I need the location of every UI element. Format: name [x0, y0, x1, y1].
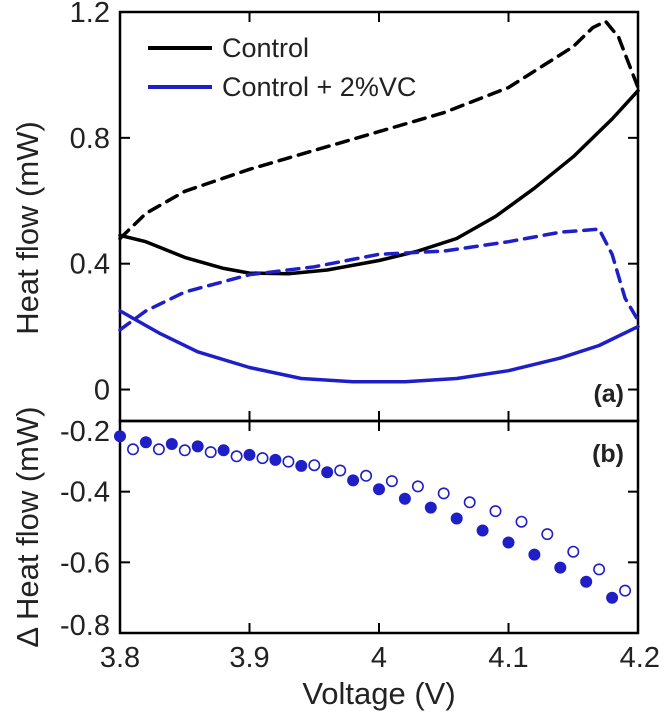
series-control-vc-solid-line [118, 309, 640, 384]
legend-label-control-vc: Control + 2%VC [222, 72, 416, 102]
x-tick-label: 3.9 [229, 642, 269, 674]
y-axis-title-a: Heat flow (mW) [10, 121, 45, 335]
scatter-point-filled [191, 440, 204, 453]
y-tick-label: -0.6 [60, 547, 110, 579]
scatter-point-open [515, 515, 528, 528]
scatter-point-open [385, 475, 398, 488]
scatter-point-open [308, 459, 321, 472]
scatter-point-filled [243, 448, 256, 461]
scatter-point-open [437, 487, 450, 500]
scatter-point-open [489, 505, 502, 518]
scatter-point-filled [114, 430, 127, 443]
series-control-dashed-line [118, 19, 640, 241]
y-tick-label: -0.4 [60, 477, 110, 509]
panel-a-y-ticks: 1.2 0.8 0.4 0 [70, 0, 638, 407]
scatter-point-open [541, 528, 554, 541]
panel-b-series [114, 430, 632, 604]
y-tick-label: -0.2 [60, 416, 110, 448]
scatter-point-filled [424, 501, 437, 514]
scatter-point-open [127, 443, 140, 456]
y-tick-label: 0 [94, 375, 110, 407]
x-axis-title: Voltage (V) [302, 676, 455, 711]
panel-a-label: (a) [593, 380, 624, 408]
scatter-point-filled [139, 436, 152, 449]
scatter-point-filled [450, 512, 463, 525]
scatter-point-open [619, 584, 632, 597]
scatter-point-open [360, 469, 373, 482]
scatter-point-filled [606, 591, 619, 604]
scatter-point-filled [321, 466, 334, 479]
legend: Control Control + 2%VC [148, 33, 416, 102]
panel-b-x-ticks: 3.8 3.9 4 4.1 4.2 [100, 421, 660, 674]
scatter-point-filled [372, 483, 385, 496]
panel-b-y-ticks: -0.2 -0.4 -0.6 -0.8 [60, 416, 638, 642]
legend-label-control: Control [222, 33, 309, 63]
y-tick-label: -0.8 [60, 610, 110, 642]
panel-a-plot: 1.2 0.8 0.4 0 Control Control + 2%VC (a) [70, 0, 640, 421]
y-tick-label: 0.4 [70, 249, 110, 281]
panel-b-plot: -0.2 -0.4 -0.6 -0.8 3.8 3.9 4 4.1 4.2 (b) [60, 416, 660, 674]
scatter-point-open [411, 480, 424, 493]
y-tick-label: 0.8 [70, 123, 110, 155]
scatter-point-open [334, 464, 347, 477]
scatter-point-filled [476, 524, 489, 537]
x-tick-label: 4 [371, 642, 387, 674]
x-tick-label: 3.8 [100, 642, 140, 674]
scatter-point-open [204, 446, 217, 459]
scatter-point-filled [502, 536, 515, 549]
scatter-point-open [230, 450, 243, 463]
scatter-point-open [256, 452, 269, 465]
scatter-point-open [282, 455, 295, 468]
scatter-point-filled [165, 437, 178, 450]
panel-b-label: (b) [592, 440, 624, 468]
scatter-point-filled [217, 444, 230, 457]
scatter-point-filled [554, 561, 567, 574]
series-control-vc-dashed-line [118, 227, 640, 332]
x-tick-label: 4.1 [488, 642, 528, 674]
scatter-point-filled [398, 492, 411, 505]
scatter-point-open [567, 545, 580, 558]
scatter-point-filled [295, 459, 308, 472]
panel-a-x-ticks [119, 12, 639, 421]
scatter-point-open [178, 444, 191, 457]
series-control-solid-line [118, 88, 640, 276]
panel-a-series [118, 19, 640, 384]
scatter-point-filled [269, 453, 282, 466]
panel-b-frame [118, 419, 640, 635]
scatter-point-open [463, 496, 476, 509]
x-tick-label: 4.2 [620, 642, 660, 674]
scatter-point-open [152, 443, 165, 456]
scatter-point-filled [580, 575, 593, 588]
scatter-point-filled [528, 548, 541, 561]
y-tick-label: 1.2 [70, 0, 110, 29]
scatter-point-filled [347, 474, 360, 487]
scatter-point-open [593, 563, 606, 576]
y-axis-title-b: Δ Heat flow (mW) [10, 406, 45, 647]
